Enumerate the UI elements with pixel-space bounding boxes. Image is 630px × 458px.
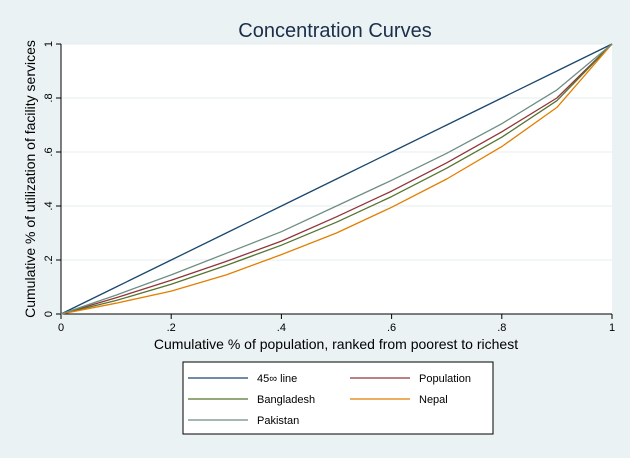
series-line-bangladesh (60, 43, 613, 315)
legend-label-1: Population (419, 373, 471, 385)
legend: 45∞ line Population Bangladesh Nepal Pakista… (188, 373, 471, 427)
axes (56, 43, 613, 319)
y-axis-title: Cumulative % of utilization of facility … (22, 40, 38, 318)
legend-label-2: Bangladesh (257, 394, 315, 406)
x-tick-label-4: .8 (497, 322, 506, 334)
legend-label-4: Pakistan (257, 415, 299, 427)
x-tick-label-3: .6 (387, 322, 396, 334)
y-tick-label-5: 1 (43, 41, 55, 47)
x-tick-label-1: .2 (167, 322, 176, 334)
series-lines (60, 43, 613, 315)
x-axis-title: Cumulative % of population, ranked from … (154, 336, 518, 352)
y-tick-label-4: .8 (43, 93, 55, 102)
y-tick-label-2: .4 (43, 201, 55, 210)
series-line-pakistan (60, 43, 613, 315)
x-tick-label-5: 1 (609, 322, 615, 334)
x-tick-label-2: .4 (277, 322, 286, 334)
y-tick-label-3: .6 (43, 147, 55, 156)
chart-title: Concentration Curves (238, 20, 431, 42)
legend-label-0: 45∞ line (257, 373, 297, 385)
legend-box (182, 361, 494, 435)
tick-labels: 0 .2 .4 .6 .8 1 0 .2 .4 .6 .8 1 (43, 41, 615, 334)
series-line-population (60, 43, 613, 315)
y-tick-label-0: 0 (43, 311, 55, 317)
series-line-45-line (60, 43, 613, 315)
legend-label-3: Nepal (419, 394, 448, 406)
x-tick-label-0: 0 (58, 322, 64, 334)
series-line-nepal (60, 43, 613, 315)
y-tick-label-1: .2 (43, 255, 55, 264)
